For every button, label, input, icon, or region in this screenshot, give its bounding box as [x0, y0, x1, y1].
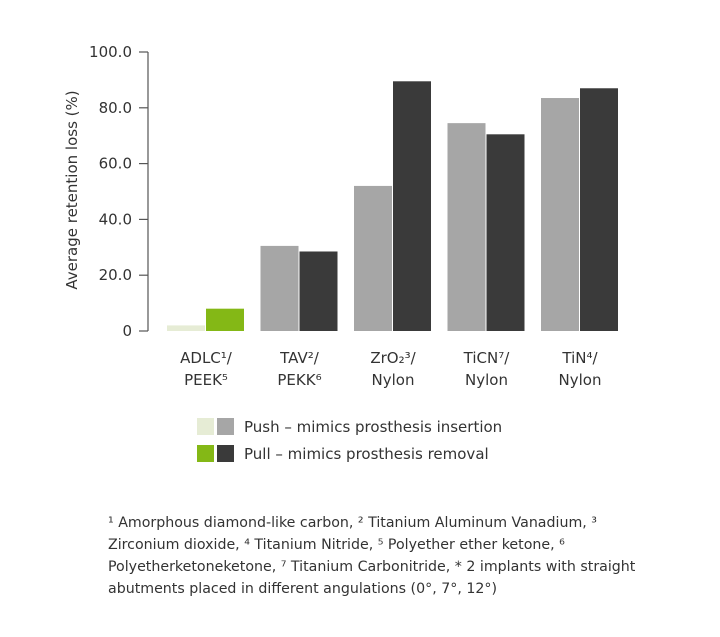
- legend-swatch: [197, 418, 214, 435]
- retention-loss-chart: 0 20.0 40.0 60.0 80.0 100.0 ADLC¹/PEEK⁵ TAV²/P…: [63, 43, 618, 463]
- x-axis-labels: ADLC¹/PEEK⁵ TAV²/PEKK⁶ ZrO₂³/Nylon TiCN⁷/Ny…: [180, 349, 601, 389]
- bar-pull: [580, 88, 618, 332]
- y-tick-label: 60.0: [99, 155, 132, 173]
- bar-push: [541, 98, 579, 331]
- category-label-line2: Nylon: [559, 371, 602, 389]
- legend-label: Pull – mimics prosthesis removal: [244, 445, 489, 463]
- bar-push: [447, 123, 486, 332]
- category-label-line1: TiN⁴/: [561, 349, 598, 367]
- category-label-line1: ADLC¹/: [180, 349, 233, 367]
- y-axis: 0 20.0 40.0 60.0 80.0 100.0: [89, 43, 149, 340]
- bars: [167, 81, 618, 332]
- bar-push: [167, 325, 205, 331]
- y-tick-label: 80.0: [99, 99, 132, 117]
- category-label-line1: TAV²/: [279, 349, 320, 367]
- category-label-line2: PEEK⁵: [184, 371, 228, 389]
- legend-swatch: [197, 445, 214, 462]
- bar-push: [354, 185, 392, 331]
- category-label-line1: ZrO₂³/: [370, 349, 416, 367]
- bar-pull: [299, 251, 338, 331]
- bar-push: [260, 245, 299, 331]
- legend-label: Push – mimics prosthesis insertion: [244, 418, 502, 436]
- bar-pull: [393, 81, 431, 331]
- y-axis-label: Average retention loss (%): [63, 90, 81, 289]
- y-tick-label: 40.0: [99, 210, 132, 228]
- legend: Push – mimics prosthesis insertion Pull –…: [197, 418, 502, 463]
- category-label-line2: PEKK⁶: [277, 371, 321, 389]
- y-tick-label: 0: [122, 322, 132, 340]
- footnote: ¹ Amorphous diamond-like carbon, ² Titan…: [108, 515, 636, 597]
- category-label-line1: TiCN⁷/: [463, 349, 511, 367]
- y-tick-label: 100.0: [89, 43, 132, 61]
- y-tick-label: 20.0: [99, 266, 132, 284]
- bar-pull: [206, 308, 244, 331]
- bar-pull: [486, 134, 525, 331]
- legend-swatch: [217, 445, 234, 462]
- category-label-line2: Nylon: [465, 371, 508, 389]
- category-label-line2: Nylon: [372, 371, 415, 389]
- legend-swatch: [217, 418, 234, 435]
